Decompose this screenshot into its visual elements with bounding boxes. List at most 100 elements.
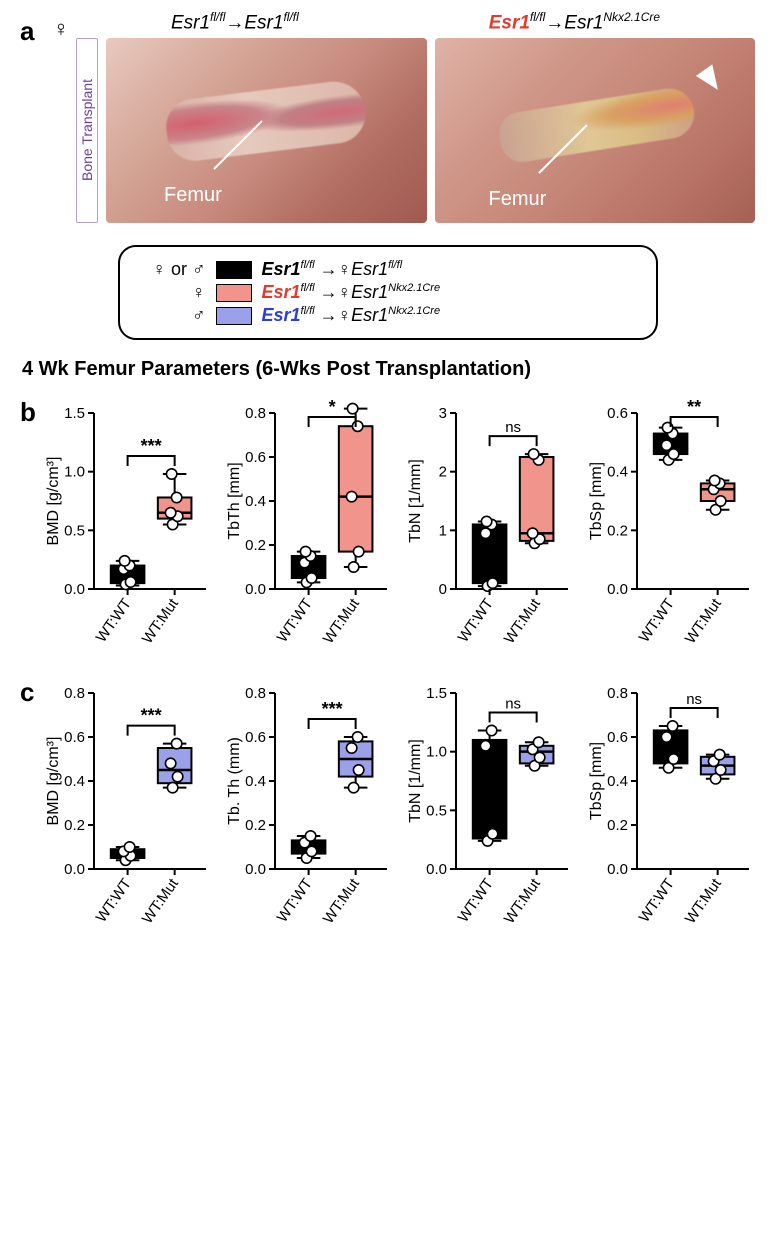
svg-text:3: 3	[439, 405, 447, 422]
legend-row: ♀Esr1fl/fl →♀Esr1Nkx2.1Cre	[138, 282, 638, 303]
svg-text:0.8: 0.8	[245, 405, 266, 422]
chart: 0.00.20.40.60.8TbSp [mm]nsWT:WTWT:Mut	[587, 671, 755, 941]
legend-text: Esr1fl/fl →♀Esr1fl/fl	[262, 259, 403, 280]
svg-text:0.0: 0.0	[607, 581, 628, 598]
gender-icon: ♀	[50, 10, 72, 42]
svg-text:*: *	[329, 397, 336, 417]
svg-text:**: **	[687, 397, 701, 417]
svg-text:0.6: 0.6	[245, 729, 266, 746]
panel-a-content: Esr1fl/fl→Esr1fl/fl Esr1fl/fl→Esr1Nkx2.1…	[76, 10, 755, 223]
legend: ♀ or ♂Esr1fl/fl →♀Esr1fl/fl♀Esr1fl/fl →♀…	[118, 245, 658, 340]
panel-c: c0.00.20.40.60.8BMD [g/cm³]***WT:WTWT:Mu…	[20, 671, 755, 941]
femur-label-right: Femur	[489, 188, 547, 211]
svg-text:WT:WT: WT:WT	[636, 596, 678, 646]
panel-b-label: b	[20, 391, 44, 428]
svg-text:***: ***	[322, 699, 343, 719]
svg-text:WT:Mut: WT:Mut	[139, 595, 183, 647]
panel-a-label: a	[20, 10, 46, 47]
svg-text:WT:Mut: WT:Mut	[139, 875, 183, 927]
svg-text:TbTh [mm]: TbTh [mm]	[226, 463, 243, 540]
chart: 0.00.20.40.60.8TbTh [mm]*WT:WTWT:Mut	[225, 391, 393, 661]
legend-swatch	[216, 261, 252, 279]
legend-row: ♀ or ♂ Esr1fl/fl →♀Esr1fl/fl	[138, 259, 638, 280]
svg-text:WT:Mut: WT:Mut	[501, 595, 545, 647]
legend-swatch	[216, 307, 252, 325]
chart: 0.00.51.01.5TbN [1/mm]nsWT:WTWT:Mut	[406, 671, 574, 941]
svg-text:0.0: 0.0	[245, 581, 266, 598]
svg-text:0.6: 0.6	[245, 449, 266, 466]
panel-b-charts: 0.00.51.01.5BMD [g/cm³]***WT:WTWT:Mut0.0…	[44, 391, 755, 661]
svg-text:0.0: 0.0	[245, 861, 266, 878]
svg-text:2: 2	[439, 464, 447, 481]
svg-text:0.8: 0.8	[245, 685, 266, 702]
legend-text: Esr1fl/fl →♀Esr1Nkx2.1Cre	[262, 305, 441, 326]
arrow-icon	[696, 65, 726, 96]
svg-text:TbN [1/mm]: TbN [1/mm]	[407, 460, 424, 544]
photo-right: Femur	[435, 38, 756, 223]
chart: 0.0 0.5 1.0 1.5 BMD [g/cm³] *** WT:WTWT:Mut	[44, 391, 212, 661]
panel-c-label: c	[20, 671, 44, 708]
svg-text:WT:WT: WT:WT	[93, 596, 135, 646]
svg-text:***: ***	[141, 436, 162, 456]
svg-text:0.2: 0.2	[245, 817, 266, 834]
panel-a-photos: Bone Transplant Femur Femur	[76, 38, 755, 223]
svg-text:1.5: 1.5	[64, 405, 85, 422]
svg-text:ns: ns	[505, 696, 521, 713]
svg-text:WT:Mut: WT:Mut	[501, 875, 545, 927]
section-title: 4 Wk Femur Parameters (6-Wks Post Transp…	[22, 358, 755, 381]
svg-text:WT:Mut: WT:Mut	[682, 875, 726, 927]
svg-text:0.8: 0.8	[64, 685, 85, 702]
photo-left: Femur	[106, 38, 427, 223]
chart: 0.00.20.40.60.8Tb. Th (mm)***WT:WTWT:Mut	[225, 671, 393, 941]
panel-c-charts: 0.00.20.40.60.8BMD [g/cm³]***WT:WTWT:Mut…	[44, 671, 755, 941]
svg-text:0.8: 0.8	[607, 685, 628, 702]
svg-text:WT:Mut: WT:Mut	[320, 875, 364, 927]
svg-text:0.4: 0.4	[245, 773, 266, 790]
svg-text:0.5: 0.5	[426, 803, 447, 820]
svg-text:1.0: 1.0	[426, 744, 447, 761]
svg-text:0.4: 0.4	[64, 773, 85, 790]
svg-text:0.6: 0.6	[607, 405, 628, 422]
figure-root: a ♀ Esr1fl/fl→Esr1fl/fl Esr1fl/fl→Esr1Nk…	[20, 10, 755, 941]
svg-text:0.0: 0.0	[64, 581, 85, 598]
legend-row: ♂ Esr1fl/fl →♀Esr1Nkx2.1Cre	[138, 305, 638, 326]
femur-label-left: Femur	[164, 184, 222, 207]
svg-text:WT:WT: WT:WT	[636, 876, 678, 926]
svg-text:1.5: 1.5	[426, 685, 447, 702]
legend-gender-icon: ♂	[138, 305, 206, 326]
panel-a-title-right: Esr1fl/fl→Esr1Nkx2.1Cre	[489, 10, 660, 34]
svg-text:0.2: 0.2	[607, 523, 628, 540]
svg-text:0.5: 0.5	[64, 523, 85, 540]
svg-text:BMD [g/cm³]: BMD [g/cm³]	[45, 457, 62, 546]
svg-text:0.4: 0.4	[607, 773, 628, 790]
panel-b: b0.00.51.01.5BMD [g/cm³]***WT:WTWT:Mut0.…	[20, 391, 755, 661]
svg-text:1.0: 1.0	[64, 464, 85, 481]
svg-text:BMD [g/cm³]: BMD [g/cm³]	[45, 737, 62, 826]
svg-text:0.4: 0.4	[607, 464, 628, 481]
svg-text:0.0: 0.0	[426, 861, 447, 878]
panel-a-title-left: Esr1fl/fl→Esr1fl/fl	[171, 10, 299, 34]
svg-text:TbN [1/mm]: TbN [1/mm]	[407, 740, 424, 824]
panel-a: a ♀ Esr1fl/fl→Esr1fl/fl Esr1fl/fl→Esr1Nk…	[20, 10, 755, 223]
svg-text:TbSp [mm]: TbSp [mm]	[588, 462, 605, 540]
svg-text:0.6: 0.6	[607, 729, 628, 746]
chart: 0123TbN [1/mm]nsWT:WTWT:Mut	[406, 391, 574, 661]
svg-text:WT:WT: WT:WT	[455, 596, 497, 646]
svg-text:WT:Mut: WT:Mut	[682, 595, 726, 647]
svg-text:0.2: 0.2	[607, 817, 628, 834]
svg-text:0.4: 0.4	[245, 493, 266, 510]
svg-text:0.0: 0.0	[607, 861, 628, 878]
legend-gender-icon: ♀ or ♂	[138, 259, 206, 280]
svg-text:1: 1	[439, 523, 447, 540]
svg-text:0.2: 0.2	[245, 537, 266, 554]
svg-text:0: 0	[439, 581, 447, 598]
svg-text:WT:WT: WT:WT	[274, 876, 316, 926]
bone-transplant-label: Bone Transplant	[76, 38, 98, 223]
panel-a-titles: Esr1fl/fl→Esr1fl/fl Esr1fl/fl→Esr1Nkx2.1…	[76, 10, 755, 34]
svg-text:0.0: 0.0	[64, 861, 85, 878]
svg-text:***: ***	[141, 706, 162, 726]
svg-text:WT:WT: WT:WT	[274, 596, 316, 646]
chart: 0.0 0.2 0.4 0.6 TbSp [mm] ** WT:WTWT:Mut	[587, 391, 755, 661]
svg-text:WT:WT: WT:WT	[93, 876, 135, 926]
legend-gender-icon: ♀	[138, 282, 206, 303]
